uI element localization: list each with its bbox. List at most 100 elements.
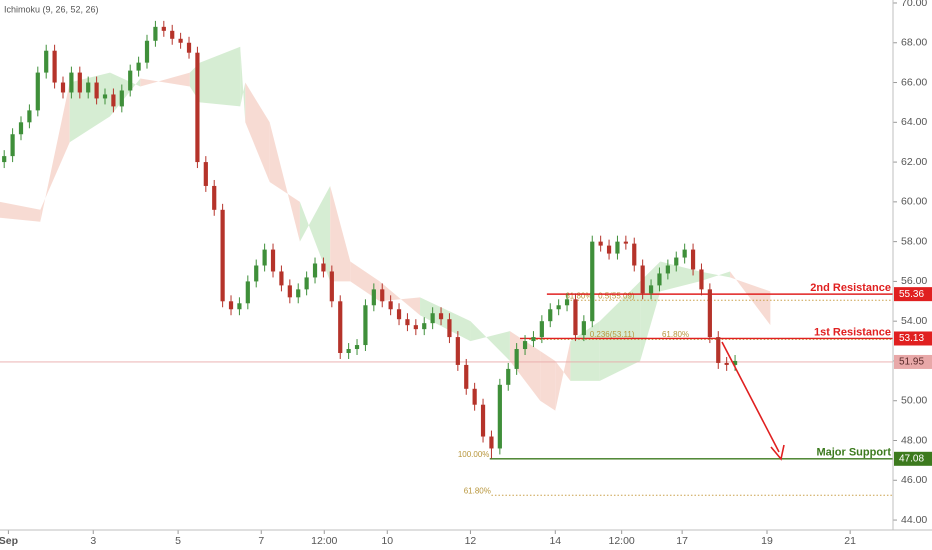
- candle-body: [371, 289, 376, 306]
- level-price-label: 55.36: [899, 289, 924, 300]
- levels: 51.95 61.80% 0.5(55.09) 0.236(53.11) 61.80% 1…: [0, 282, 932, 496]
- level-box: [894, 451, 932, 466]
- candle-body: [581, 321, 586, 336]
- x-tick-label: 17: [676, 535, 688, 547]
- cloud-segment: [379, 281, 421, 316]
- cloud-segment: [40, 82, 70, 222]
- candle-body: [18, 122, 24, 135]
- candle-body: [178, 38, 183, 43]
- candle-body: [606, 245, 612, 254]
- candle-body: [623, 241, 628, 244]
- x-tick-label: 14: [549, 535, 561, 547]
- cloud-segment: [110, 72, 141, 117]
- forecast-arrow: [721, 341, 780, 453]
- candle-body: [128, 70, 133, 91]
- candle-body: [321, 263, 326, 272]
- candle-body: [44, 50, 49, 73]
- y-tick-label: 60.00: [901, 196, 927, 208]
- candle-body: [464, 364, 469, 389]
- y-tick-label: 58.00: [901, 235, 927, 247]
- candle-body: [405, 319, 410, 326]
- candle-body: [212, 185, 217, 210]
- cloud-segment: [555, 341, 571, 411]
- candle-body: [203, 162, 208, 186]
- y-tick-label: 68.00: [901, 37, 927, 49]
- candle-body: [287, 285, 292, 298]
- cloud-segment: [470, 321, 510, 361]
- candle-body: [724, 362, 729, 365]
- y-tick-label: 46.00: [901, 474, 927, 486]
- candle-body: [338, 301, 343, 354]
- y-tick-label: 54.00: [901, 315, 927, 327]
- fib-label: 61.80%: [565, 291, 592, 300]
- candle-body: [422, 323, 427, 330]
- candle-body: [674, 257, 679, 266]
- cloud-segment: [0, 201, 41, 222]
- candle-body: [27, 110, 32, 123]
- candle-body: [598, 241, 603, 246]
- fib-label: 100.00%: [458, 450, 490, 459]
- candle-body: [329, 271, 334, 302]
- candle-body: [69, 72, 74, 93]
- level-price-label: 53.13: [899, 333, 924, 344]
- candle-body: [506, 368, 511, 385]
- candle-body: [237, 303, 242, 310]
- candle-body: [590, 241, 595, 322]
- candle-body: [254, 265, 259, 282]
- candle-body: [396, 309, 402, 320]
- cloud-segment: [599, 281, 641, 381]
- x-tick-label: 12: [465, 535, 477, 547]
- candle-body: [2, 156, 7, 163]
- candle-body: [354, 345, 360, 350]
- candle-body: [539, 321, 544, 338]
- y-tick-label: 66.00: [901, 76, 927, 88]
- x-tick-label: 7: [258, 535, 264, 547]
- candle-body: [220, 209, 225, 302]
- cloud-segment: [245, 82, 270, 182]
- x-tick-label: 21: [844, 535, 856, 547]
- candle-body: [346, 349, 351, 354]
- fib-label: 0.236(53.11): [590, 330, 635, 339]
- cloud-segment: [699, 271, 731, 282]
- candle-body: [380, 289, 385, 302]
- cloud-segment: [140, 72, 190, 87]
- candle-body: [119, 90, 124, 107]
- level-name: 1st Resistance: [814, 326, 891, 338]
- candle-body: [564, 299, 570, 306]
- cloud-segment: [570, 321, 600, 381]
- candle-body: [522, 341, 528, 350]
- candle-body: [262, 249, 267, 266]
- candle-body: [296, 289, 301, 298]
- candle-body: [228, 301, 234, 310]
- y-tick-label: 56.00: [901, 275, 927, 287]
- candle-body: [732, 360, 738, 365]
- candle-body: [632, 243, 637, 266]
- indicator-title: Ichimoku (9, 26, 52, 26): [4, 4, 99, 14]
- candle-body: [52, 50, 57, 83]
- y-tick-label: 64.00: [901, 116, 927, 128]
- candle-body: [77, 72, 82, 93]
- y-tick-label: 70.00: [901, 0, 927, 9]
- cloud-segment: [299, 185, 331, 282]
- cloud-segment: [240, 46, 246, 123]
- current-price-box: [894, 354, 932, 369]
- candle-body: [304, 277, 309, 290]
- fib-label: 61.80%: [464, 486, 491, 495]
- candle-body: [447, 319, 452, 338]
- candle-body: [699, 269, 704, 290]
- candle-body: [489, 436, 494, 449]
- level-box: [894, 287, 932, 302]
- current-price-label: 51.95: [899, 357, 924, 368]
- candle-body: [548, 309, 553, 322]
- forecast-arrow-head: [770, 444, 785, 461]
- candle-body: [153, 26, 158, 41]
- candle-body: [480, 404, 486, 437]
- candle-body: [245, 281, 250, 304]
- candle-body: [270, 249, 276, 272]
- y-tick-label: 44.00: [901, 514, 927, 526]
- candle-body: [111, 94, 116, 107]
- candle-body: [430, 313, 435, 324]
- x-tick-label: 12:00: [311, 535, 337, 547]
- cloud-segment: [730, 271, 771, 326]
